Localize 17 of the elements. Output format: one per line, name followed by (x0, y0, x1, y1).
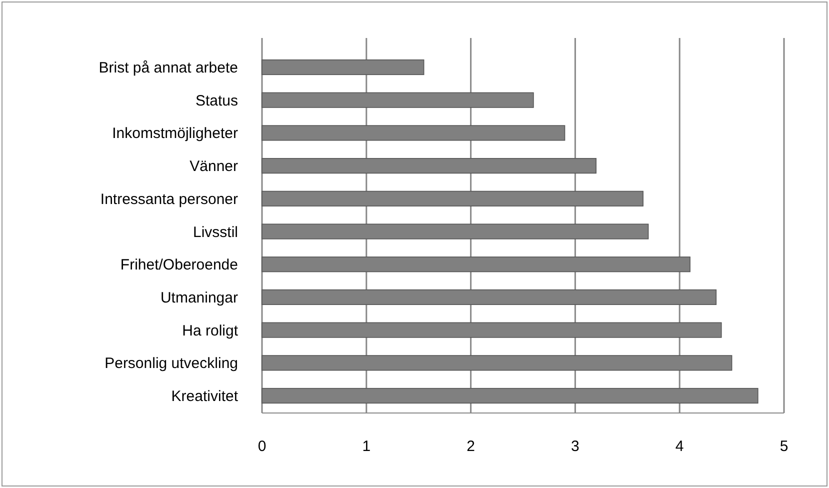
x-tick-label: 2 (466, 438, 475, 455)
y-tick-label: Kreativitet (171, 388, 239, 406)
x-tick-label: 1 (362, 438, 371, 455)
y-tick-label: Vänner (190, 158, 238, 176)
y-tick-label: Brist på annat arbete (98, 59, 238, 76)
x-tick-label: 4 (675, 438, 684, 455)
y-tick-label: Intressanta personer (100, 190, 238, 208)
x-tick-label: 3 (571, 438, 580, 455)
x-tick-label: 0 (258, 438, 266, 455)
y-tick-label: Ha roligt (182, 322, 239, 340)
x-tick-label: 5 (780, 438, 788, 455)
y-tick-label: Livsstil (192, 224, 238, 241)
y-tick-label: Utmaningar (160, 289, 238, 306)
y-tick-label: Personlig utveckling (104, 355, 238, 372)
y-tick-label: Status (195, 92, 238, 110)
y-tick-label: Frihet/Oberoende (120, 256, 238, 274)
y-tick-label: Inkomstmöjligheter (112, 125, 238, 142)
